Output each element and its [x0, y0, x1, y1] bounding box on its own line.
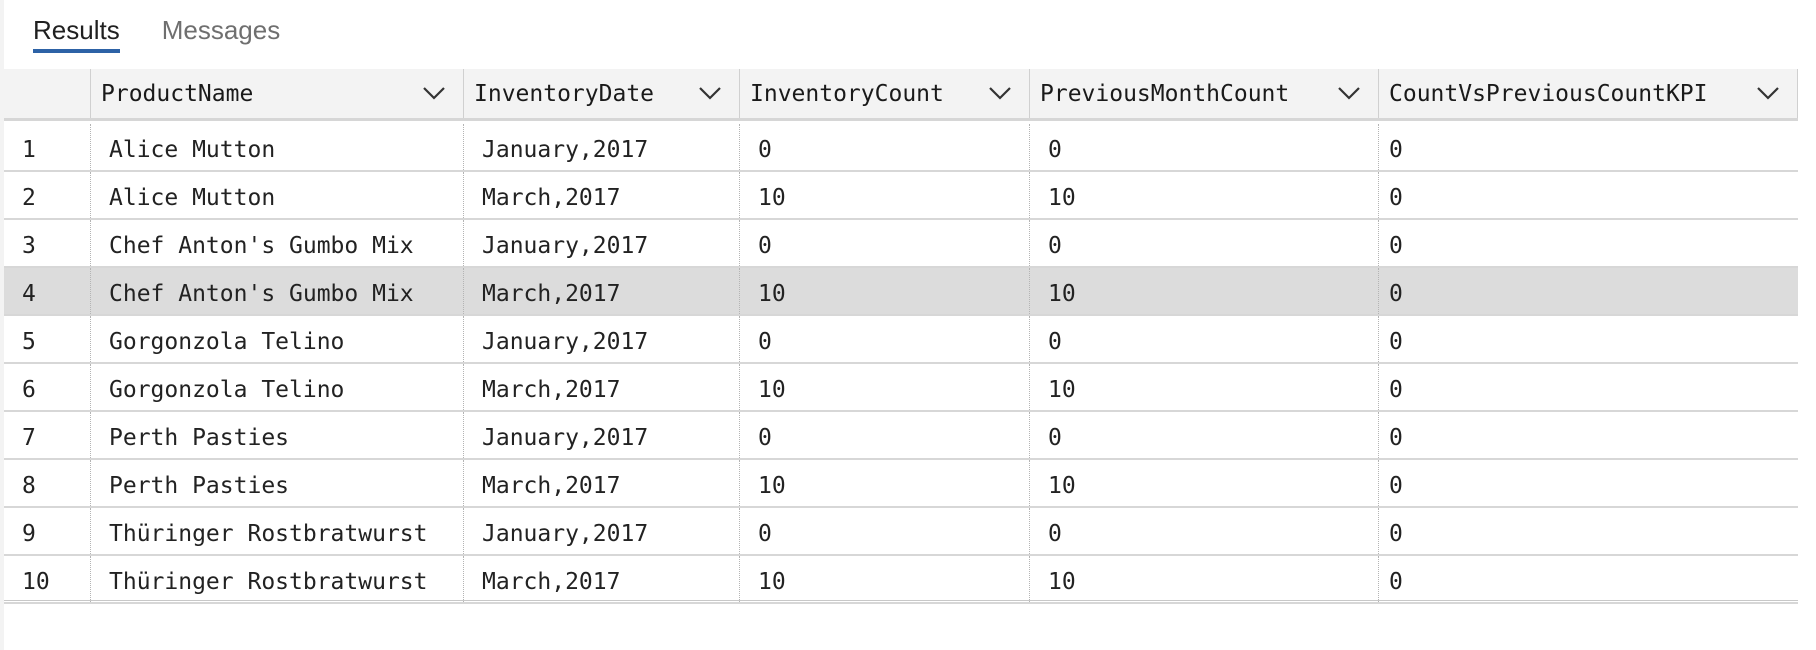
table-cell-countvspreviouscountkpi[interactable]: 0 [1378, 556, 1798, 602]
row-number[interactable]: 1 [22, 137, 36, 163]
table-cell-inventorydate[interactable]: March,2017 [463, 268, 739, 314]
left-edge-strip [0, 0, 4, 650]
row-number[interactable]: 4 [22, 281, 36, 307]
table-cell-previousmonthcount[interactable]: 0 [1029, 124, 1378, 170]
table-cell-countvspreviouscountkpi[interactable]: 0 [1378, 412, 1798, 458]
table-cell-previousmonthcount[interactable]: 10 [1029, 364, 1378, 410]
table-cell-previousmonthcount[interactable]: 0 [1029, 508, 1378, 554]
chevron-down-icon[interactable] [1755, 84, 1781, 102]
table-cell-inventorycount[interactable]: 10 [739, 172, 1029, 218]
column-header-label: InventoryDate [474, 80, 655, 107]
table-cell-previousmonthcount[interactable]: 0 [1029, 412, 1378, 458]
table-cell-previousmonthcount[interactable]: 10 [1029, 172, 1378, 218]
table-cell-previousmonthcount[interactable]: 10 [1029, 556, 1378, 602]
table-cell-inventorycount[interactable]: 10 [739, 268, 1029, 314]
table-cell-productname[interactable]: Gorgonzola Telino [90, 364, 463, 410]
column-header-previousmonthcount[interactable]: PreviousMonthCount [1029, 69, 1378, 118]
table-row[interactable]: 1 Alice Mutton January,2017 0 0 0 [4, 124, 1798, 172]
column-header-countvspreviouscountkpi[interactable]: CountVsPreviousCountKPI [1378, 69, 1798, 118]
table-cell-inventorydate[interactable]: March,2017 [463, 364, 739, 410]
table-cell-inventorycount[interactable]: 0 [739, 316, 1029, 362]
column-header-label: PreviousMonthCount [1040, 80, 1290, 107]
table-cell-inventorycount[interactable]: 10 [739, 556, 1029, 602]
table-cell-previousmonthcount[interactable]: 10 [1029, 460, 1378, 506]
column-header-productname[interactable]: ProductName [90, 69, 463, 118]
table-cell-previousmonthcount[interactable]: 0 [1029, 220, 1378, 266]
table-cell-inventorydate[interactable]: January,2017 [463, 220, 739, 266]
row-number[interactable]: 8 [22, 473, 36, 499]
grid-bottom-border [4, 600, 1798, 601]
grid-header: ProductName InventoryDate InventoryCount… [4, 69, 1798, 121]
column-header-inventorycount[interactable]: InventoryCount [739, 69, 1029, 118]
table-cell-inventorycount[interactable]: 0 [739, 508, 1029, 554]
table-cell-inventorycount[interactable]: 0 [739, 412, 1029, 458]
row-number[interactable]: 2 [22, 185, 36, 211]
column-header-inventorydate[interactable]: InventoryDate [463, 69, 739, 118]
table-cell-productname[interactable]: Alice Mutton [90, 124, 463, 170]
table-cell-productname[interactable]: Chef Anton's Gumbo Mix [90, 268, 463, 314]
table-cell-inventorycount[interactable]: 10 [739, 364, 1029, 410]
row-number-header [4, 69, 90, 118]
row-number[interactable]: 6 [22, 377, 36, 403]
chevron-down-icon[interactable] [1336, 84, 1362, 102]
table-cell-inventorydate[interactable]: January,2017 [463, 124, 739, 170]
chevron-down-icon[interactable] [697, 84, 723, 102]
table-row[interactable]: 7 Perth Pasties January,2017 0 0 0 [4, 412, 1798, 460]
table-cell-productname[interactable]: Gorgonzola Telino [90, 316, 463, 362]
table-cell-inventorydate[interactable]: January,2017 [463, 508, 739, 554]
result-tabs: Results Messages [33, 0, 322, 62]
table-cell-previousmonthcount[interactable]: 10 [1029, 268, 1378, 314]
table-row[interactable]: 6 Gorgonzola Telino March,2017 10 10 0 [4, 364, 1798, 412]
table-row[interactable]: 9 Thüringer Rostbratwurst January,2017 0 0 0 [4, 508, 1798, 556]
table-cell-inventorydate[interactable]: January,2017 [463, 316, 739, 362]
table-cell-countvspreviouscountkpi[interactable]: 0 [1378, 172, 1798, 218]
chevron-down-icon[interactable] [987, 84, 1013, 102]
table-cell-productname[interactable]: Chef Anton's Gumbo Mix [90, 220, 463, 266]
row-number[interactable]: 9 [22, 521, 36, 547]
table-cell-productname[interactable]: Alice Mutton [90, 172, 463, 218]
table-cell-inventorydate[interactable]: January,2017 [463, 412, 739, 458]
table-cell-inventorydate[interactable]: March,2017 [463, 460, 739, 506]
table-cell-inventorydate[interactable]: March,2017 [463, 172, 739, 218]
table-row[interactable]: 3 Chef Anton's Gumbo Mix January,2017 0 0 0 [4, 220, 1798, 268]
table-row[interactable]: 5 Gorgonzola Telino January,2017 0 0 0 [4, 316, 1798, 364]
table-cell-inventorydate[interactable]: March,2017 [463, 556, 739, 602]
table-cell-productname[interactable]: Perth Pasties [90, 412, 463, 458]
table-cell-countvspreviouscountkpi[interactable]: 0 [1378, 220, 1798, 266]
column-header-label: ProductName [101, 80, 254, 107]
table-cell-inventorycount[interactable]: 0 [739, 124, 1029, 170]
table-cell-countvspreviouscountkpi[interactable]: 0 [1378, 268, 1798, 314]
row-number[interactable]: 5 [22, 329, 36, 355]
table-cell-productname[interactable]: Thüringer Rostbratwurst [90, 508, 463, 554]
chevron-down-icon[interactable] [421, 84, 447, 102]
table-cell-inventorycount[interactable]: 10 [739, 460, 1029, 506]
table-row[interactable]: 10 Thüringer Rostbratwurst March,2017 10 10 0 [4, 556, 1798, 604]
table-cell-countvspreviouscountkpi[interactable]: 0 [1378, 508, 1798, 554]
row-number[interactable]: 10 [22, 569, 50, 595]
table-row[interactable]: 2 Alice Mutton March,2017 10 10 0 [4, 172, 1798, 220]
table-cell-productname[interactable]: Perth Pasties [90, 460, 463, 506]
table-cell-countvspreviouscountkpi[interactable]: 0 [1378, 460, 1798, 506]
tab-results[interactable]: Results [33, 0, 120, 62]
column-header-label: CountVsPreviousCountKPI [1389, 80, 1708, 107]
table-cell-previousmonthcount[interactable]: 0 [1029, 316, 1378, 362]
table-cell-inventorycount[interactable]: 0 [739, 220, 1029, 266]
table-cell-countvspreviouscountkpi[interactable]: 0 [1378, 316, 1798, 362]
tab-messages[interactable]: Messages [161, 15, 281, 45]
row-number[interactable]: 3 [22, 233, 36, 259]
table-row[interactable]: 8 Perth Pasties March,2017 10 10 0 [4, 460, 1798, 508]
table-cell-countvspreviouscountkpi[interactable]: 0 [1378, 124, 1798, 170]
row-number[interactable]: 7 [22, 425, 36, 451]
table-cell-countvspreviouscountkpi[interactable]: 0 [1378, 364, 1798, 410]
column-header-label: InventoryCount [750, 80, 944, 107]
table-row[interactable]: 4 Chef Anton's Gumbo Mix March,2017 10 10 0 [4, 268, 1798, 316]
table-cell-productname[interactable]: Thüringer Rostbratwurst [90, 556, 463, 602]
